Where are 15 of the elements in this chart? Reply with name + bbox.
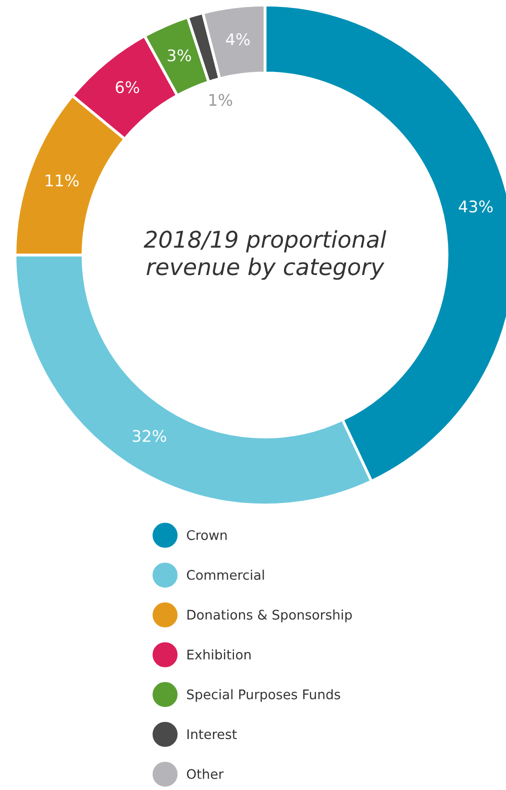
legend-label: Commercial	[186, 570, 264, 580]
data-label: 6%	[116, 81, 140, 94]
legend-label: Exhibition	[187, 649, 251, 660]
text: 2018/19 proportional revenue by category	[144, 230, 386, 280]
legend-label: Interest	[187, 729, 237, 740]
data-label: 32%	[132, 430, 166, 442]
legend-label: Crown	[186, 530, 227, 540]
data-label: 43%	[458, 200, 493, 213]
legend-label: Donations & Sponsorship	[187, 610, 352, 622]
data-label: 1%	[209, 94, 232, 106]
data-label: 4%	[226, 33, 250, 46]
data-label: 11%	[46, 174, 79, 186]
data-label: 3%	[168, 49, 192, 62]
legend-label: Special Purposes Funds	[187, 689, 340, 702]
legend-label: Other	[186, 768, 224, 779]
